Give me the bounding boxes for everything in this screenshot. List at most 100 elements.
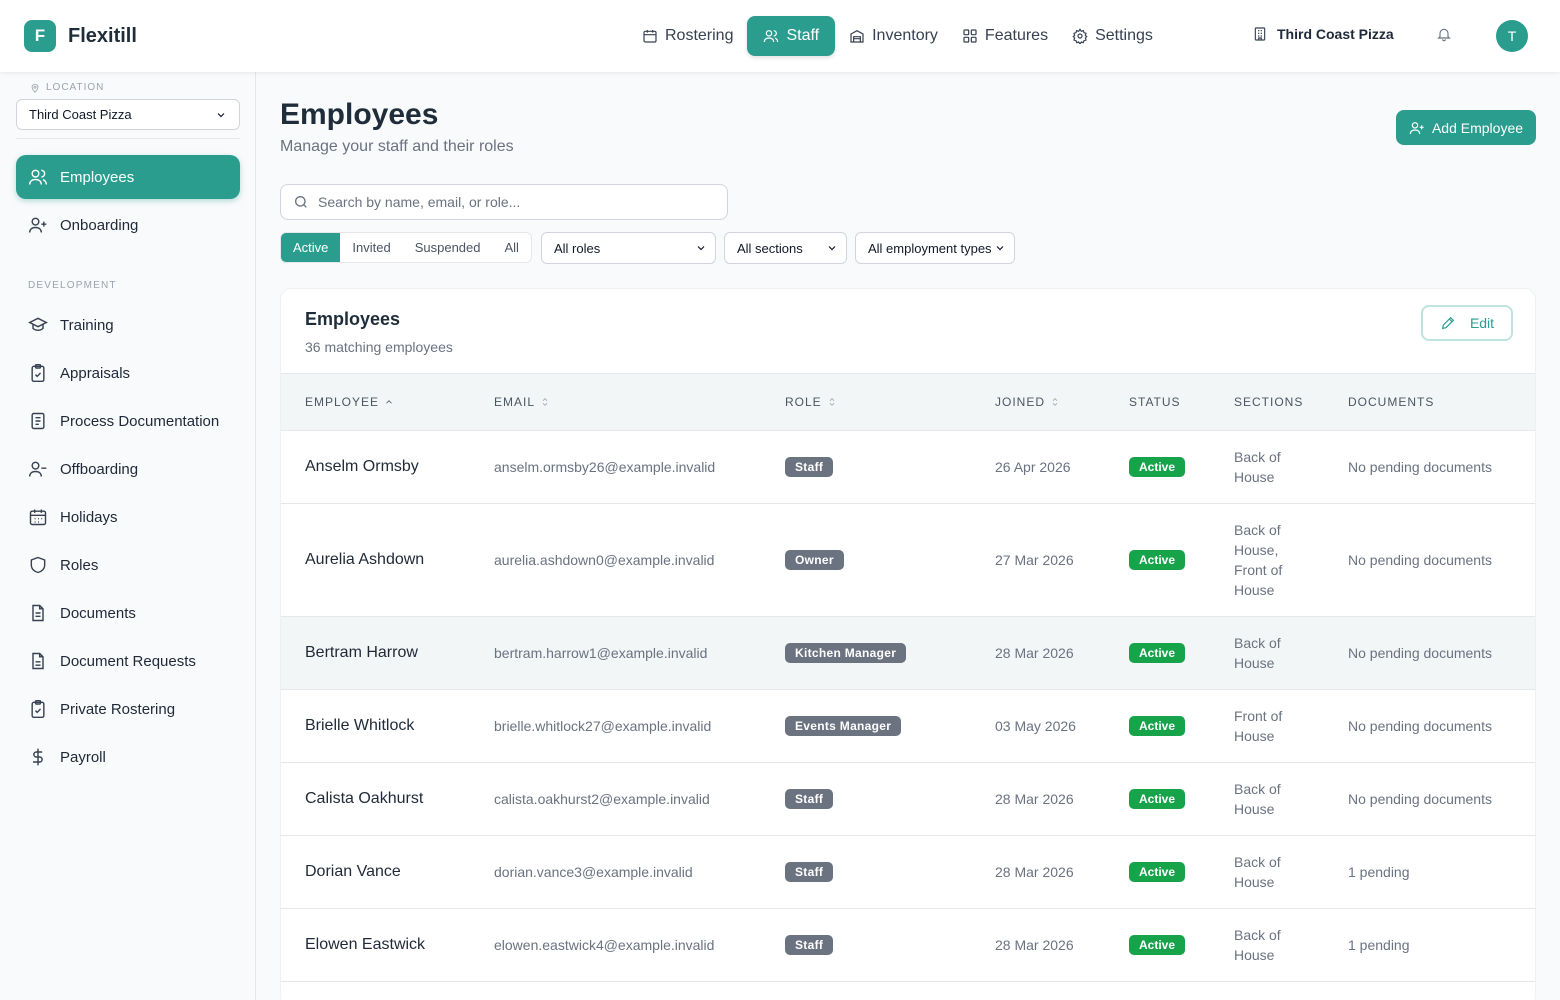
nav-features[interactable]: Features (952, 16, 1058, 56)
sidebar-item-process-documentation[interactable]: Process Documentation (16, 399, 240, 443)
nav-staff[interactable]: Staff (747, 16, 836, 56)
tab-all[interactable]: All (504, 240, 519, 255)
location-select[interactable]: Third Coast Pizza (16, 99, 240, 130)
table-row[interactable]: Dorian Vance dorian.vance3@example.invali… (281, 836, 1535, 909)
employee-name[interactable]: Dorian Vance (305, 863, 401, 880)
sidebar-item-label: Appraisals (60, 364, 131, 382)
tab-invited[interactable]: Invited (352, 240, 391, 255)
dollar-icon (33, 748, 43, 766)
employment-type-filter-select[interactable]: All employment types (855, 232, 1015, 264)
sidebar-item-payroll[interactable]: Payroll (16, 735, 240, 779)
table-row[interactable]: Brielle Whitlock brielle.whitlock27@examp… (281, 690, 1535, 763)
status-badge: Active (1129, 789, 1186, 809)
documents-status: 1 pending (1348, 937, 1410, 953)
app-logo: F (24, 20, 56, 52)
table-row[interactable]: Calista Oakhurst calista.oakhurst2@exampl… (281, 763, 1535, 836)
column-header-employee[interactable]: EMPLOYEE (305, 395, 394, 409)
column-header-role[interactable]: ROLE (785, 395, 837, 409)
shield-icon (30, 556, 46, 574)
role-cell: Staff (785, 909, 834, 981)
nav-label: Inventory (872, 27, 938, 44)
column-label: STATUS (1129, 395, 1181, 409)
nav-inventory[interactable]: Inventory (839, 16, 948, 56)
employee-name[interactable]: Aurelia Ashdown (305, 551, 425, 568)
section-line: House, (1234, 542, 1279, 558)
employee-name[interactable]: Anselm Ormsby (305, 458, 419, 475)
nav-rostering[interactable]: Rostering (632, 16, 743, 56)
employee-email: dorian.vance3@example.invalid (494, 864, 693, 880)
status-badge: Active (1129, 643, 1186, 663)
nav-settings[interactable]: Settings (1062, 16, 1163, 56)
search-input[interactable] (318, 194, 718, 210)
section-line: House (1234, 582, 1275, 598)
sidebar-item-appraisals[interactable]: Appraisals (16, 351, 240, 395)
status-cell: Active (1129, 836, 1186, 908)
org-switcher[interactable]: Third Coast Pizza (1252, 26, 1394, 42)
section-line: House (1234, 655, 1275, 671)
avatar[interactable]: T (1496, 20, 1528, 52)
chevron-down-icon (828, 246, 836, 251)
brand[interactable]: F Flexitill (24, 20, 137, 52)
section-line: House (1234, 469, 1275, 485)
sidebar-item-documents[interactable]: Documents (16, 591, 240, 635)
employee-name[interactable]: Calista Oakhurst (305, 790, 424, 807)
notifications-button[interactable] (1436, 26, 1456, 46)
gear-icon (1072, 28, 1088, 44)
sidebar-item-roles[interactable]: Roles (16, 543, 240, 587)
column-header-email[interactable]: EMAIL (494, 395, 550, 409)
role-filter-select[interactable]: All roles (541, 232, 716, 264)
role-badge: Staff (785, 457, 834, 477)
employee-name[interactable]: Bertram Harrow (305, 644, 418, 661)
users-icon (764, 30, 779, 43)
sort-icon (829, 398, 835, 406)
employee-name[interactable]: Brielle Whitlock (305, 717, 415, 734)
tab-active[interactable]: Active (281, 233, 341, 262)
edit-label: Edit (1469, 315, 1495, 331)
table-row[interactable]: Anselm Ormsby anselm.ormsby26@example.inv… (281, 431, 1535, 504)
sidebar-item-private-rostering[interactable]: Private Rostering (16, 687, 240, 731)
employees-card: Employees 36 matching employees Edit EMP… (280, 288, 1536, 1000)
sections-cell: Back of House (1234, 617, 1324, 689)
status-badge: Active (1129, 457, 1186, 477)
sidebar-item-onboarding[interactable]: Onboarding (16, 203, 240, 247)
section-filter-select[interactable]: All sections (724, 232, 847, 264)
documents-status: No pending documents (1348, 645, 1492, 661)
sort-icon (542, 398, 548, 406)
nav-label: Settings (1095, 27, 1153, 44)
sidebar-divider (16, 138, 240, 139)
column-header-joined[interactable]: JOINED (995, 395, 1060, 409)
sidebar-item-holidays[interactable]: Holidays (16, 495, 240, 539)
users-icon (28, 169, 48, 185)
table-row[interactable]: Elowen Eastwick elowen.eastwick4@example.… (281, 909, 1535, 982)
sidebar-item-label: Documents (60, 604, 136, 622)
clipboard-icon (31, 699, 45, 719)
section-line: House (1234, 874, 1275, 890)
table-row[interactable]: Bertram Harrow bertram.harrow1@example.in… (281, 617, 1535, 690)
sort-ascending-icon (386, 400, 392, 404)
section-line: Back of (1234, 449, 1281, 465)
location-label-text: LOCATION (46, 82, 105, 93)
sections-cell: Back of House (1234, 909, 1324, 981)
tab-suspended[interactable]: Suspended (414, 240, 481, 255)
edit-button[interactable]: Edit (1421, 305, 1513, 341)
table-row[interactable]: Aurelia Ashdown aurelia.ashdown0@example.… (281, 504, 1535, 617)
joined-date: 28 Mar 2026 (995, 864, 1074, 880)
role-cell: Events Manager (785, 690, 902, 762)
section-line: Front of (1234, 708, 1283, 724)
role-badge: Staff (785, 789, 834, 809)
role-cell: Owner (785, 504, 844, 616)
sidebar-item-employees[interactable]: Employees (16, 155, 240, 199)
employee-name[interactable]: Elowen Eastwick (305, 936, 426, 953)
sidebar-item-document-requests[interactable]: Document Requests (16, 639, 240, 683)
sections-cell: Front of House (1234, 690, 1324, 762)
sidebar-item-label: Training (60, 316, 114, 334)
sidebar-item-offboarding[interactable]: Offboarding (16, 447, 240, 491)
role-badge: Staff (785, 935, 834, 955)
add-employee-button[interactable]: Add Employee (1396, 110, 1536, 145)
chevron-down-icon (996, 246, 1004, 251)
section-line: Back of (1234, 635, 1281, 651)
sidebar-item-training[interactable]: Training (16, 303, 240, 347)
sidebar-item-label: Offboarding (60, 460, 139, 478)
location-label: LOCATION (30, 82, 104, 93)
section-line: Front of (1234, 562, 1283, 578)
